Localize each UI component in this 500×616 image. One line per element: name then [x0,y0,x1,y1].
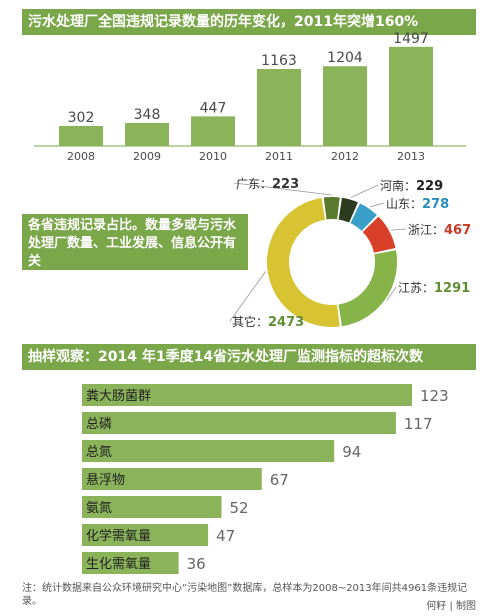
donut-leader-line [369,202,385,208]
donut-leader-line [233,182,332,196]
indicator-label: 总磷 [86,417,112,432]
indicator-label: 化学需氧量 [86,528,151,544]
donut-slice-value: 278 [422,197,449,212]
indicator-value: 67 [270,471,289,489]
indicator-label: 粪大肠菌群 [86,389,151,404]
donut-slice-value: 467 [444,223,471,238]
year-bar-value: 1204 [327,50,363,66]
indicator-bar [82,524,209,546]
indicator-label: 总氮 [86,445,112,460]
year-bar [389,46,433,147]
donut-slice-label: 河南： [380,178,416,193]
year-bar [323,66,367,146]
indicator-bar-chart: 粪大肠菌群 123 总磷 117 总氮 94 悬浮物 67 氨氮 52 化学需氧量 47 生化需氧量 36 [82,384,449,574]
donut-leader-line [390,228,407,231]
donut-slice [338,197,358,223]
year-bar-value: 348 [134,107,161,123]
donut-leader-line [350,184,379,199]
year-bar-value: 447 [200,100,227,116]
yearly-bar-chart: 302 2008 348 2009 447 2010 1163 2011 1204 2012 149… [34,31,466,163]
year-bar [125,122,169,146]
donut-slice-label: 其它： [232,314,268,329]
donut-leader-line [386,286,397,302]
donut-slice-label: 广东： [236,177,272,191]
year-bar [191,116,235,146]
donut-slice [350,203,377,232]
donut-slice-label: 山东： [386,197,422,211]
indicator-value: 123 [420,387,449,405]
indicator-bar [82,440,335,462]
indicator-bar [82,412,396,434]
year-tick-label: 2008 [67,150,95,163]
top-banner: 污水处理厂全国违规记录数量的历年变化，2011年突增160% [22,9,476,35]
year-bar-value: 1163 [261,53,297,69]
indicator-label: 氨氮 [86,501,112,516]
indicator-value: 117 [404,415,433,433]
year-tick-label: 2013 [397,150,425,163]
donut-callout-text: 各省违规记录占比。数量多或与污水处理厂数量、工业发展、信息公开有关 [28,218,237,269]
year-bar-value: 302 [68,110,95,126]
year-tick-label: 2010 [199,150,227,163]
donut-slice-value: 1291 [434,281,470,296]
year-tick-label: 2009 [133,150,161,163]
donut-slice [267,197,340,327]
indicator-value: 52 [230,499,249,517]
donut-slice [338,250,397,327]
sample-banner-title: 抽样观察：2014 年1季度14省污水处理厂监测指标的超标次数 [28,349,424,365]
sample-banner: 抽样观察：2014 年1季度14省污水处理厂监测指标的超标次数 [22,344,476,370]
indicator-label: 悬浮物 [86,473,125,488]
donut-slice-label: 江苏： [398,281,434,295]
year-tick-label: 2011 [265,150,293,163]
credit: 何籽 | 制图 [426,601,476,612]
indicator-value: 36 [187,555,206,573]
year-tick-label: 2012 [331,150,359,163]
province-donut-chart: 江苏： 1291 其它： 2473 广东： 223 河南： 229 山东： 278 浙江： 467 [229,177,471,330]
year-bar [59,125,103,146]
year-bar [257,68,301,146]
footnote: 注：统计数据来自公众环境研究中心“污染地图”数据库，总样本为2008~2013年… [22,582,478,608]
year-bar-value: 1497 [393,31,429,47]
donut-slice-value: 229 [416,179,443,194]
donut-slice-value: 223 [272,177,299,192]
indicator-bar [82,552,179,574]
top-banner-title: 污水处理厂全国违规记录数量的历年变化，2011年突增160% [28,14,419,30]
indicator-value: 47 [216,527,235,545]
indicator-bar [82,496,222,518]
donut-callout: 各省违规记录占比。数量多或与污水处理厂数量、工业发展、信息公开有关 [22,214,248,270]
indicator-bar [82,468,262,490]
indicator-bar [82,384,412,406]
donut-slice-value: 2473 [268,315,304,330]
footnote-text: 注：统计数据来自公众环境研究中心“污染地图”数据库，总样本为2008~2013年… [22,583,468,607]
donut-slice-label: 浙江： [408,223,444,237]
indicator-value: 94 [342,443,361,461]
donut-slice [362,216,396,254]
indicator-label: 生化需氧量 [86,557,151,572]
donut-leader-line [229,271,266,322]
